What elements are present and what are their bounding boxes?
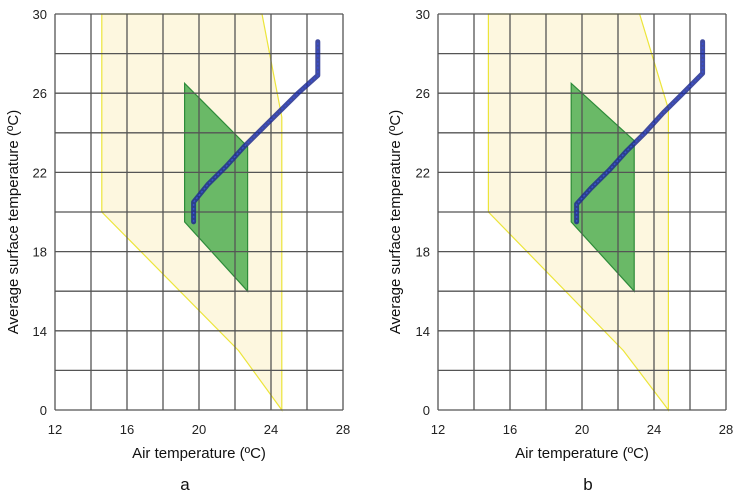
y-tick-label: 26 (33, 86, 47, 101)
y-axis-label: Average surface temperature (ºC) (5, 110, 22, 334)
y-tick-label: 22 (33, 165, 47, 180)
y-tick-label: 0 (423, 403, 430, 418)
x-axis-label: Air temperature (ºC) (515, 445, 649, 462)
x-tick-label: 16 (503, 422, 517, 437)
y-tick-label: 14 (33, 324, 47, 339)
x-axis-label: Air temperature (ºC) (132, 445, 266, 462)
x-tick-label: 12 (48, 422, 62, 437)
trajectory-line-highlight (192, 41, 319, 222)
grid (437, 13, 727, 411)
panel-label: a (180, 475, 190, 494)
x-tick-label: 24 (647, 422, 661, 437)
y-tick-label: 14 (416, 324, 430, 339)
x-tick-label: 28 (336, 422, 350, 437)
x-tick-label: 20 (575, 422, 589, 437)
chart-panel-b: 0 14 18 22 26 30 12 16 20 24 28 Air temperature (ºC… (387, 7, 733, 494)
y-tick-label: 26 (416, 86, 430, 101)
trajectory-line-highlight (575, 41, 704, 222)
x-tick-label: 20 (192, 422, 206, 437)
y-tick-label: 30 (416, 7, 430, 22)
x-tick-label: 28 (719, 422, 733, 437)
y-tick-label: 0 (40, 403, 47, 418)
y-axis-label: Average surface temperature (ºC) (387, 110, 404, 334)
x-tick-label: 16 (120, 422, 134, 437)
x-tick-label: 12 (431, 422, 445, 437)
y-tick-label: 22 (416, 165, 430, 180)
chart-panel-a: 0 14 18 22 26 30 12 16 20 24 28 Air temperature (ºC… (5, 7, 350, 494)
grid (54, 13, 344, 411)
panel-label: b (583, 475, 592, 494)
x-tick-label: 24 (264, 422, 278, 437)
y-tick-label: 30 (33, 7, 47, 22)
y-tick-label: 18 (416, 245, 430, 260)
y-tick-label: 18 (33, 245, 47, 260)
